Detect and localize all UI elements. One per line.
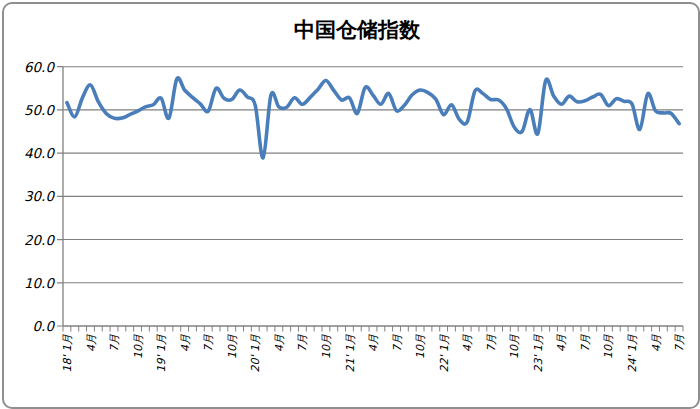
x-axis-labels: 18' 1月 4月 7月 10月 19' 1月 4月 7月 10月 20' 1月 4月 7月 10月 2… bbox=[61, 334, 686, 373]
x-axis-label: 4月 bbox=[650, 334, 663, 352]
x-axis-label: 7月 bbox=[391, 334, 404, 352]
x-axis-label: 10月 bbox=[226, 334, 239, 359]
warehousing-index-chart: 中国仓储指数 60.0 50.0 40.0 30.0 20.0 10.0 0.0 18' 1… bbox=[4, 4, 698, 407]
x-axis-label: 21' 1月 bbox=[344, 334, 357, 373]
x-axis-label: 4月 bbox=[461, 334, 474, 352]
x-axis-label: 20' 1月 bbox=[249, 334, 262, 373]
x-axis-label: 7月 bbox=[673, 334, 686, 352]
y-axis-label: 0.0 bbox=[33, 318, 56, 334]
x-axis-label: 7月 bbox=[485, 334, 498, 352]
x-axis-label: 10月 bbox=[132, 334, 145, 359]
x-axis-label: 7月 bbox=[296, 334, 309, 352]
x-axis-label: 4月 bbox=[555, 334, 568, 352]
x-axis-label: 7月 bbox=[579, 334, 592, 352]
x-axis-label: 4月 bbox=[273, 334, 286, 352]
index-line bbox=[67, 78, 679, 158]
y-axis-label: 30.0 bbox=[24, 188, 55, 204]
x-axis-ticks bbox=[63, 326, 683, 332]
x-axis-label: 4月 bbox=[179, 334, 192, 352]
x-axis-label: 10月 bbox=[508, 334, 521, 359]
y-axis-ticks bbox=[57, 67, 63, 326]
x-axis-label: 4月 bbox=[367, 334, 380, 352]
y-axis-label: 50.0 bbox=[24, 102, 55, 118]
x-axis-label: 10月 bbox=[602, 334, 615, 359]
x-axis-label: 23' 1月 bbox=[532, 334, 545, 373]
y-axis-label: 10.0 bbox=[24, 275, 55, 291]
x-axis-label: 10月 bbox=[320, 334, 333, 359]
y-axis-labels: 60.0 50.0 40.0 30.0 20.0 10.0 0.0 bbox=[24, 59, 55, 334]
y-axis-label: 60.0 bbox=[24, 59, 55, 75]
x-axis-label: 7月 bbox=[202, 334, 215, 352]
x-axis-label: 4月 bbox=[85, 334, 98, 352]
x-axis-label: 10月 bbox=[414, 334, 427, 359]
x-axis-label: 18' 1月 bbox=[61, 334, 74, 373]
x-axis-label: 24' 1月 bbox=[626, 334, 639, 373]
y-axis-label: 40.0 bbox=[24, 145, 55, 161]
chart-canvas: 中国仓储指数 60.0 50.0 40.0 30.0 20.0 10.0 0.0 18' 1… bbox=[2, 2, 700, 409]
x-axis-label: 22' 1月 bbox=[438, 334, 451, 373]
chart-title: 中国仓储指数 bbox=[294, 18, 421, 42]
x-axis-label: 7月 bbox=[108, 334, 121, 352]
x-axis-label: 19' 1月 bbox=[155, 334, 168, 373]
y-axis-label: 20.0 bbox=[24, 232, 55, 248]
